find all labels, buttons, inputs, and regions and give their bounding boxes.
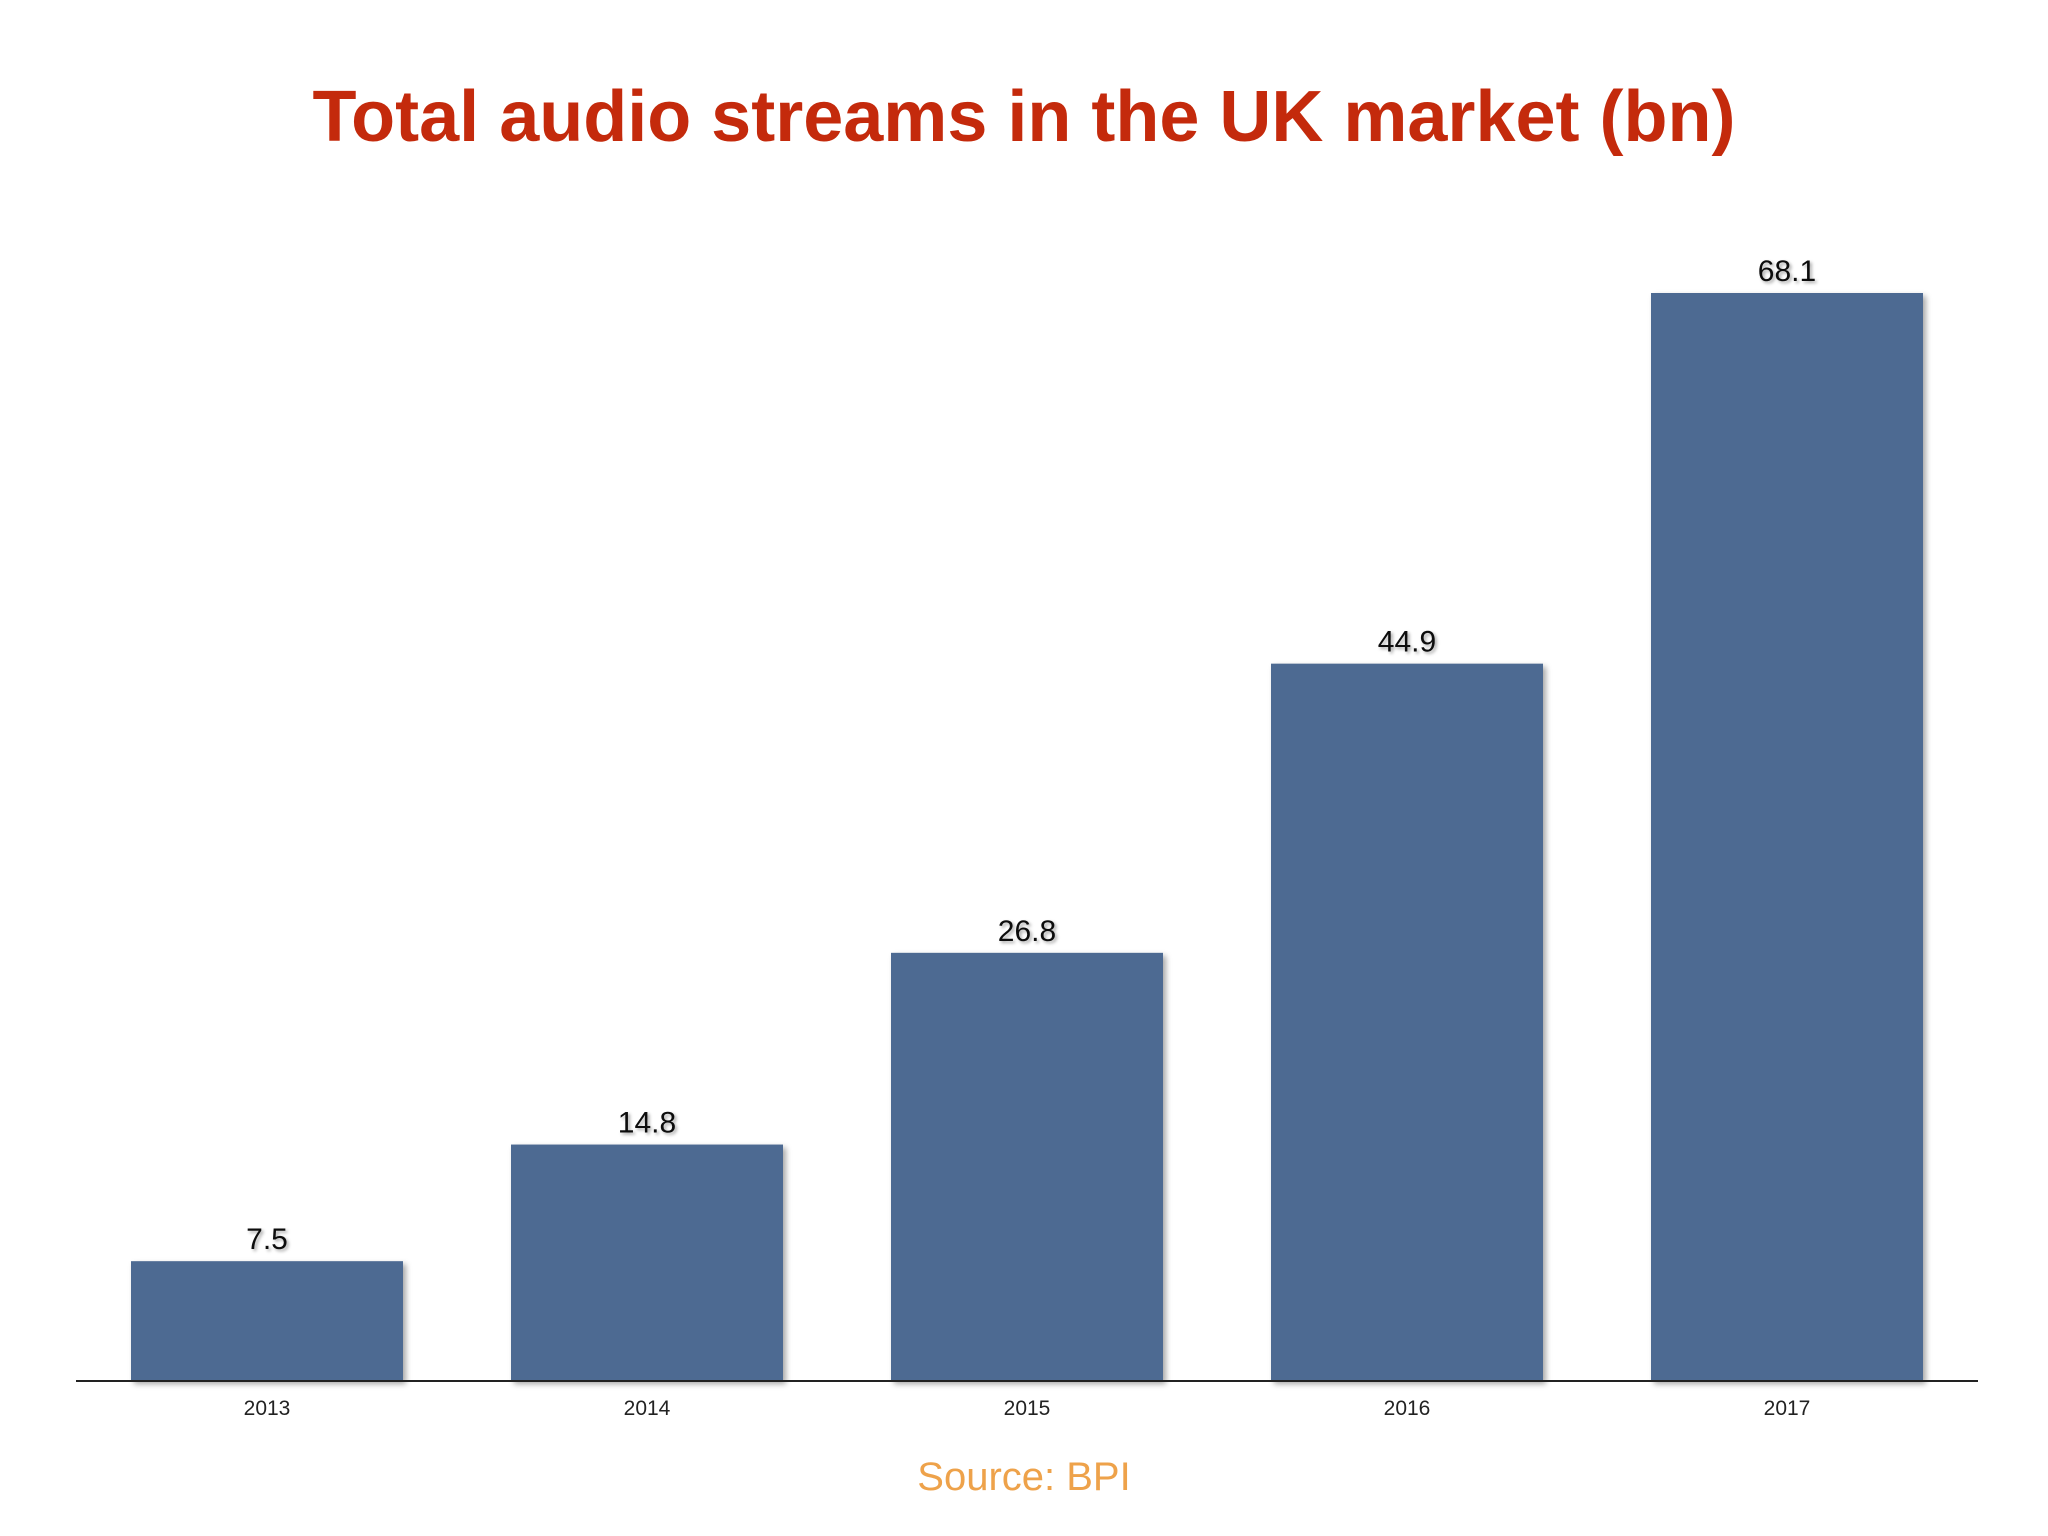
x-tick-labels-group: 2013 2014 2015 2016 2017 — [244, 1397, 1811, 1420]
chart-source: Source: BPI — [917, 1455, 1131, 1499]
data-label-2014: 14.8 — [618, 1107, 676, 1140]
x-tick-label-2016: 2016 — [1384, 1397, 1431, 1420]
data-label-2016: 44.9 — [1378, 626, 1436, 659]
x-tick-label-2015: 2015 — [1004, 1397, 1051, 1420]
x-tick-label-2017: 2017 — [1764, 1397, 1811, 1420]
data-label-2017: 68.1 — [1758, 255, 1816, 288]
x-tick-label-2013: 2013 — [244, 1397, 291, 1420]
bar-2013 — [131, 1261, 403, 1381]
bar-2016 — [1271, 663, 1543, 1381]
data-label-2015: 26.8 — [998, 915, 1056, 948]
bars-group — [131, 293, 1923, 1381]
data-label-2013: 7.5 — [246, 1223, 288, 1256]
chart-title: Total audio streams in the UK market (bn… — [312, 77, 1736, 157]
data-labels-group: 7.5 14.8 26.8 44.9 68.1 — [246, 255, 1816, 1256]
bar-2015 — [891, 952, 1163, 1381]
bar-2017 — [1651, 293, 1923, 1381]
bar-2014 — [511, 1144, 783, 1381]
x-tick-label-2014: 2014 — [624, 1397, 671, 1420]
